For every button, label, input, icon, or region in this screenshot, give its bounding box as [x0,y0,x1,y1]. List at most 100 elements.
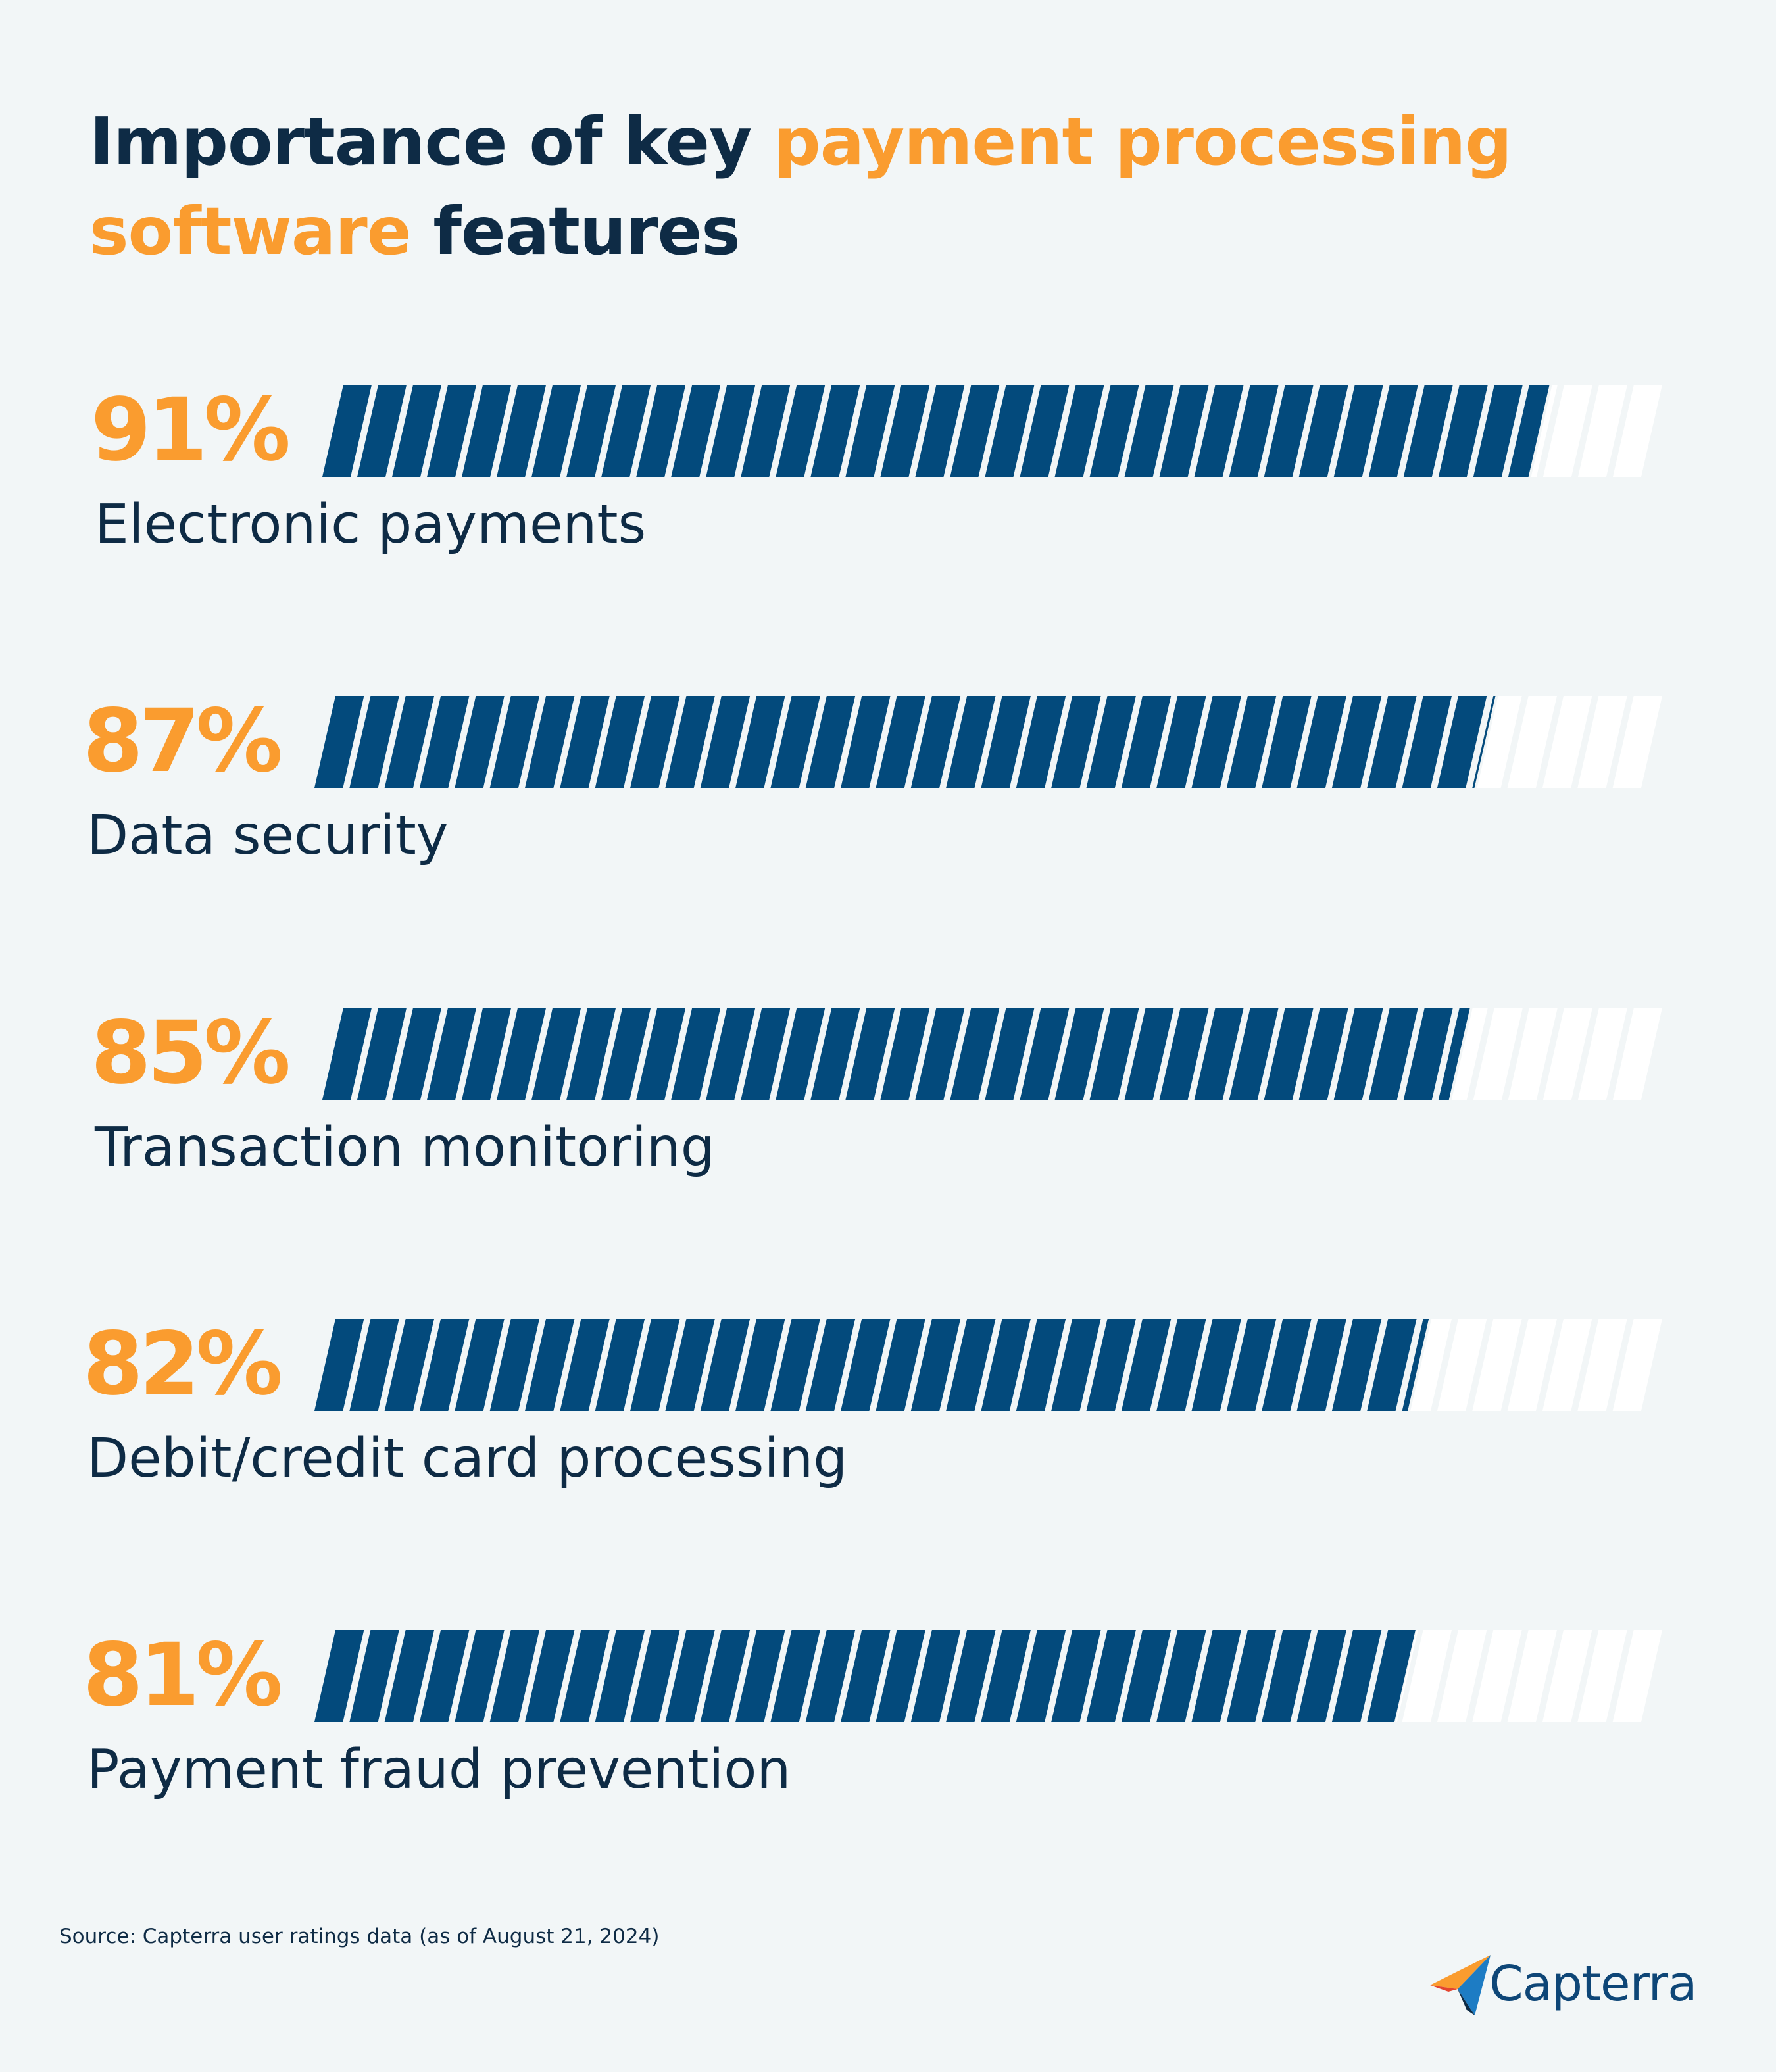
bar-stripe-filled [357,385,407,477]
bar-stripe-filled [1402,1319,1429,1411]
bar-stripe-filled [349,696,399,788]
bar-stripe-empty [1542,385,1592,477]
bar-stripe-filled [1367,1319,1417,1411]
bar-stripe-filled [1089,1008,1139,1100]
bar-stripe-filled [915,385,965,477]
bar-stripe-filled [1438,1008,1470,1100]
bar-stripe-filled [1298,1008,1348,1100]
bar-stripe-filled [1298,385,1348,477]
bar-stripe-filled [981,1319,1031,1411]
bar-stripe-empty [1577,1319,1627,1411]
bar-fill [322,385,1550,477]
bar-stripe-filled [314,1319,364,1411]
bar-stripe-filled [1403,1008,1453,1100]
bar-remainder [1451,1008,1662,1100]
bar-stripe-empty [1508,1008,1558,1100]
bar-stripe-filled [1020,385,1070,477]
bar-stripe-filled [700,1630,751,1722]
bar-stripe-filled [700,696,751,788]
bar-stripe-filled [1264,1008,1314,1100]
logo-wordmark: Capterra [1489,1956,1697,2012]
bar-stripe-filled [1051,696,1101,788]
bar-stripe-filled [1367,1630,1416,1722]
bar-stripe-filled [1331,1319,1382,1411]
bar-stripe-filled [1229,1008,1279,1100]
bar-stripe-empty [1612,1008,1662,1100]
bar-stripe-empty [1577,385,1627,477]
source-note: Source: Capterra user ratings data (as o… [59,1925,660,1948]
bar-stripe-filled [810,1008,860,1100]
bar-stripe-filled [1194,1008,1244,1100]
bar-stripe-filled [489,1319,540,1411]
bar-stripe-filled [741,385,791,477]
bar-fill [322,1008,1470,1100]
bar-stripe-empty [1472,1630,1522,1722]
bar-stripe-filled [741,1008,791,1100]
bar-stripe-empty [1577,1630,1627,1722]
bar-stripe-filled [1089,385,1139,477]
bar-stripe-filled [601,1008,651,1100]
bar-stripe-filled [1296,1630,1346,1722]
bar-stripe-filled [841,1630,891,1722]
bar-stripe-filled [946,1319,996,1411]
bar-stripe-filled [322,385,372,477]
bar-stripe-filled [427,1008,477,1100]
bar-stripe-filled [1156,696,1206,788]
bar-stripe-filled [665,1319,715,1411]
bar-stripe-filled [601,385,651,477]
bar-stripe-filled [805,1630,856,1722]
bar-stripe-filled [1296,1319,1346,1411]
bar-stripe-filled [455,1319,505,1411]
bar-stripe-filled [876,1630,925,1722]
bar-stripe-filled [531,1008,581,1100]
bar-stripe-filled [384,1630,435,1722]
bar-category-label: Data security [87,804,449,867]
bar-stripe-filled [1368,1008,1418,1100]
bar-stripe-empty [1437,1319,1487,1411]
bar-stripe-filled [455,696,505,788]
title-part-2: features [410,193,740,270]
bar-row: 87% Data security [0,692,1776,893]
bar-stripe-empty [1477,696,1522,788]
bar-stripe-filled [314,696,364,788]
bar-stripe-filled [776,385,826,477]
bar-stripe-empty [1542,1630,1592,1722]
bar-fill [314,696,1496,788]
bar-stripe-filled [314,1630,364,1722]
bar-stripe-filled [349,1630,399,1722]
bar-stripe-filled [420,696,470,788]
bar-stripe-empty [1577,1008,1627,1100]
bar-stripe-filled [462,1008,512,1100]
bar-stripe-filled [700,1319,751,1411]
bar-stripe-filled [671,385,721,477]
bar-stripe-empty [1577,696,1627,788]
bar-stripe-filled [392,385,442,477]
bar-stripe-filled [880,1008,930,1100]
bar-value-label: 91% [91,380,291,481]
title-part-1: Importance of key [89,103,774,180]
bar-stripe-filled [1473,385,1523,477]
bar-value-label: 85% [91,1002,291,1104]
bar-stripe-filled [1226,696,1277,788]
bar-stripe-filled [735,1630,785,1722]
bar-track [314,1630,1662,1722]
bar-stripe-filled [1226,1319,1277,1411]
bar-stripe-filled [489,696,540,788]
bar-stripe-filled [1086,1630,1136,1722]
bar-stripe-filled [392,1008,442,1100]
bar-stripe-filled [1437,696,1487,788]
bar-stripe-filled [1402,696,1452,788]
bar-stripe-filled [427,385,477,477]
bar-stripe-filled [560,1319,610,1411]
bar-stripe-empty [1612,385,1662,477]
bar-stripe-empty [1612,696,1662,788]
bar-stripe-filled [525,1630,575,1722]
bar-stripe-filled [985,385,1035,477]
bar-stripe-filled [349,1319,399,1411]
bar-stripe-filled [841,1319,891,1411]
bar-fill [314,1630,1416,1722]
bar-stripe-filled [910,1630,961,1722]
bar-stripe-filled [420,1630,470,1722]
bar-stripe-filled [357,1008,407,1100]
